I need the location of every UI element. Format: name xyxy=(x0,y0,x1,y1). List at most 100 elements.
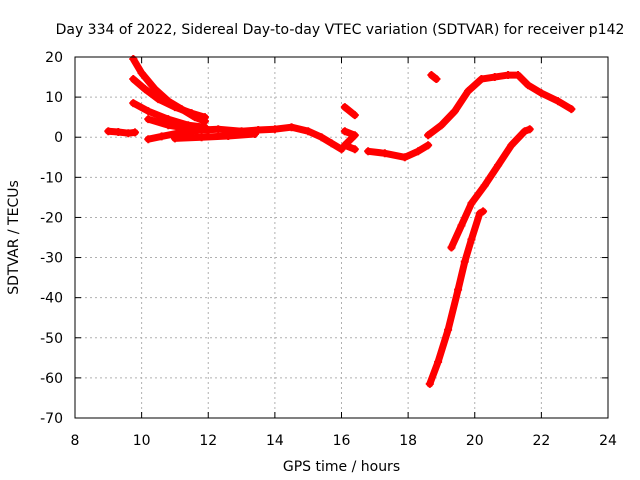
data-point xyxy=(340,103,349,112)
x-tick-label: 14 xyxy=(266,433,284,449)
data-point xyxy=(427,71,436,80)
data-point xyxy=(214,125,223,134)
x-tick-label: 12 xyxy=(199,433,217,449)
y-tick-label: -20 xyxy=(40,210,63,226)
data-point xyxy=(170,103,179,112)
data-point xyxy=(164,121,173,130)
data-point xyxy=(464,87,473,96)
data-point xyxy=(567,105,576,114)
data-point xyxy=(414,147,423,156)
series-arc-m xyxy=(447,125,534,252)
data-point xyxy=(200,113,209,122)
x-tick-label: 18 xyxy=(399,433,417,449)
data-point xyxy=(137,69,146,78)
data-point xyxy=(477,75,486,84)
data-point xyxy=(129,99,138,108)
data-point xyxy=(304,127,313,136)
data-point xyxy=(554,97,563,106)
data-point xyxy=(327,139,336,148)
data-point xyxy=(114,128,123,137)
x-tick-label: 8 xyxy=(71,433,80,449)
data-point xyxy=(157,132,166,141)
data-point xyxy=(432,75,441,84)
y-tick-label: -60 xyxy=(40,371,63,387)
data-point xyxy=(170,134,179,143)
data-point xyxy=(437,121,446,130)
data-point xyxy=(525,125,534,134)
data-point xyxy=(424,141,433,150)
data-point xyxy=(434,357,443,366)
data-point xyxy=(340,141,349,150)
data-point xyxy=(144,135,153,144)
data-point xyxy=(340,127,349,136)
data-point xyxy=(514,71,523,80)
data-point xyxy=(350,111,359,120)
series-arc-n xyxy=(425,207,488,388)
data-point xyxy=(479,207,488,216)
data-point xyxy=(494,161,503,170)
data-point xyxy=(520,127,529,136)
data-point xyxy=(490,73,499,82)
x-tick-label: 24 xyxy=(599,433,617,449)
y-tick-label: -40 xyxy=(40,291,63,307)
data-point xyxy=(350,145,359,154)
x-tick-label: 22 xyxy=(532,433,550,449)
y-axis-label: SDTVAR / TECUs xyxy=(6,180,22,295)
data-point xyxy=(380,149,389,158)
y-tick-label: 0 xyxy=(54,130,63,146)
data-point xyxy=(480,181,489,190)
data-point xyxy=(537,89,546,98)
data-point xyxy=(425,379,434,388)
data-point xyxy=(129,75,138,84)
data-point xyxy=(224,132,233,141)
series-line xyxy=(424,71,575,139)
data-point xyxy=(140,85,149,94)
x-axis-label: GPS time / hours xyxy=(283,459,400,475)
data-point xyxy=(350,131,359,140)
series-layer xyxy=(104,55,576,388)
data-point xyxy=(457,221,466,230)
tick-layer: 8 10 12 14 16 18 20 22 24 -70 -60 -50 -40 -30 -20 -10 0 1… xyxy=(40,50,617,449)
data-point xyxy=(250,130,259,139)
data-point xyxy=(197,133,206,142)
y-tick-label: 10 xyxy=(45,90,63,106)
data-point xyxy=(270,125,279,134)
series-line xyxy=(341,127,359,153)
series-line xyxy=(171,130,259,142)
series-arc-f xyxy=(144,123,346,154)
x-tick-label: 10 xyxy=(133,433,151,449)
data-point xyxy=(504,71,513,80)
y-tick-label: -10 xyxy=(40,170,63,186)
data-point xyxy=(254,126,263,135)
series-arc-l xyxy=(424,71,576,140)
data-point xyxy=(317,133,326,142)
data-point xyxy=(400,153,409,162)
series-line xyxy=(426,207,487,388)
data-point xyxy=(154,95,163,104)
series-arc-h xyxy=(340,103,359,120)
data-point xyxy=(467,235,476,244)
data-point xyxy=(454,285,463,294)
data-point xyxy=(364,147,373,156)
series-line xyxy=(447,125,534,251)
data-point xyxy=(450,107,459,116)
series-line xyxy=(341,103,359,119)
data-point xyxy=(507,141,516,150)
data-point xyxy=(447,243,456,252)
data-point xyxy=(129,55,138,64)
series-arc-g xyxy=(170,130,259,143)
data-point xyxy=(524,81,533,90)
y-tick-label: -50 xyxy=(40,331,63,347)
data-point xyxy=(287,123,296,132)
y-tick-label: -30 xyxy=(40,251,63,267)
series-arc-j xyxy=(364,141,433,162)
x-tick-label: 20 xyxy=(466,433,484,449)
data-point xyxy=(460,257,469,266)
data-point xyxy=(150,85,159,94)
data-point xyxy=(444,325,453,334)
data-point xyxy=(104,127,113,136)
data-point xyxy=(424,131,433,140)
data-point xyxy=(187,109,196,118)
data-point xyxy=(144,107,153,116)
